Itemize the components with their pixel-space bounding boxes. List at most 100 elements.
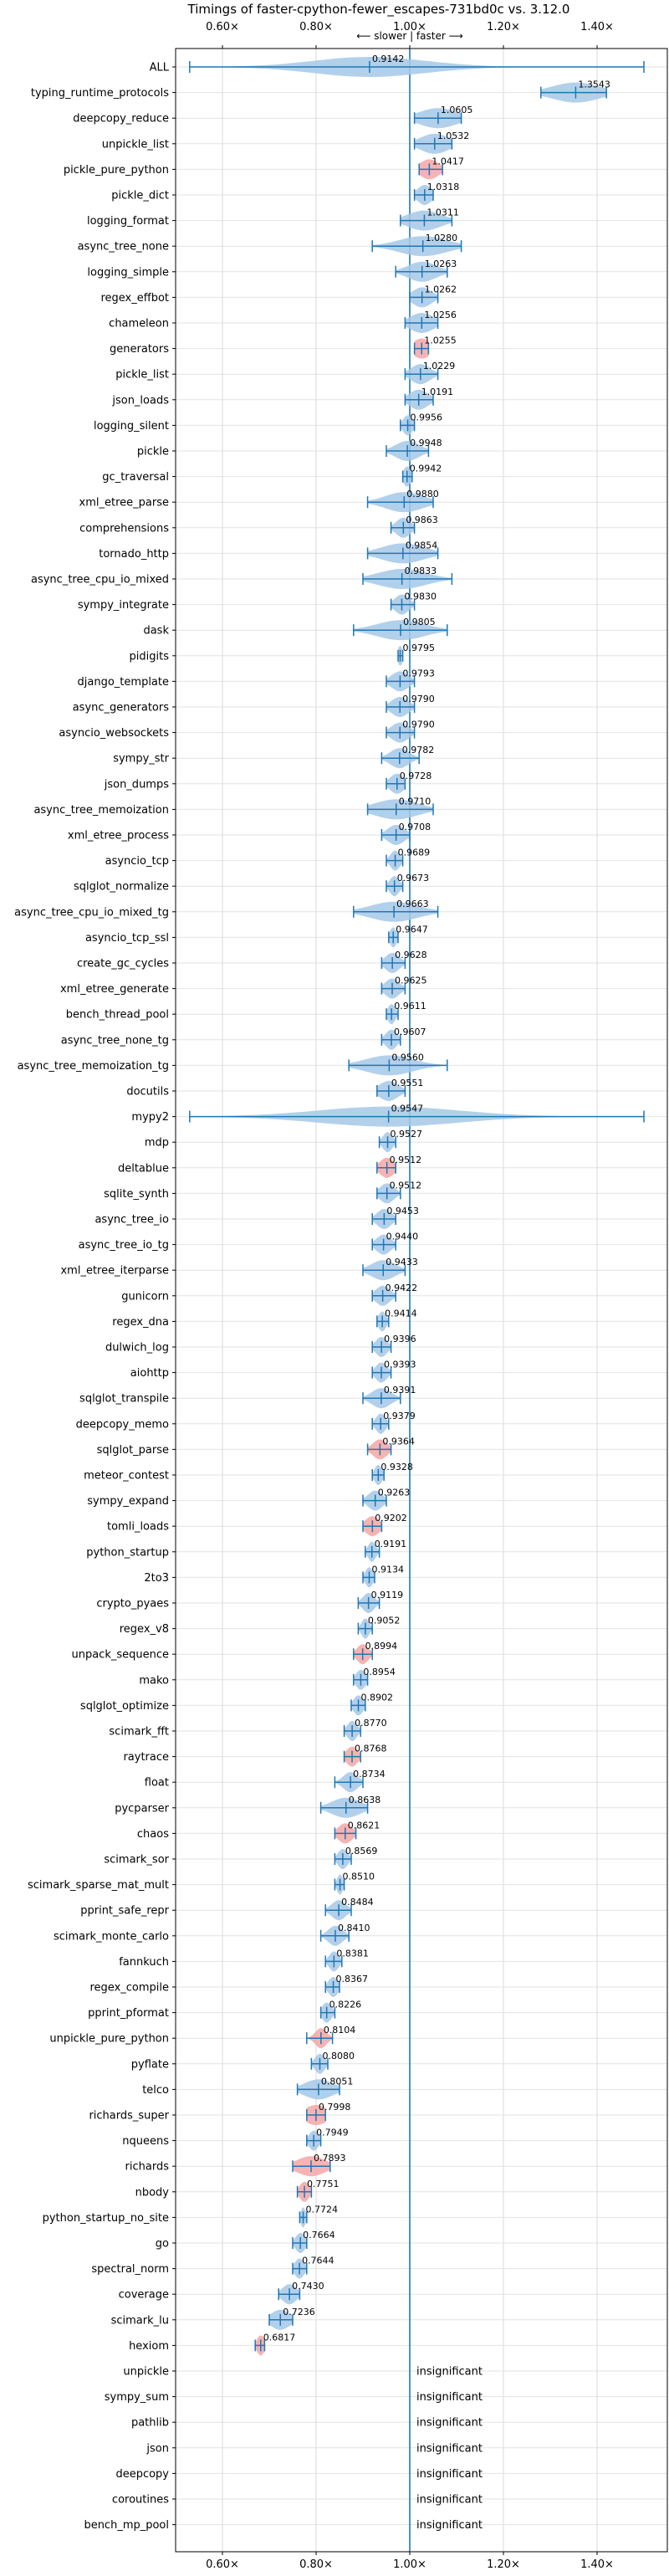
value-label: 0.9710 bbox=[399, 796, 432, 807]
value-label: 0.9663 bbox=[396, 899, 429, 909]
value-label: 0.9790 bbox=[402, 694, 435, 704]
value-label: 0.8367 bbox=[336, 1974, 369, 1984]
benchmark-label: dulwich_log bbox=[105, 1342, 169, 1355]
benchmark-label: spectral_norm bbox=[91, 2263, 169, 2276]
benchmark-label: sqlglot_optimize bbox=[80, 1700, 169, 1713]
benchmark-label: regex_v8 bbox=[120, 1623, 169, 1636]
benchmark-label: django_template bbox=[78, 676, 169, 689]
x-tick-label-bottom: 1.20× bbox=[487, 2558, 520, 2571]
benchmark-label: logging_simple bbox=[87, 266, 169, 279]
value-label: 0.8569 bbox=[345, 1846, 378, 1856]
benchmark-label: pickle bbox=[137, 446, 169, 458]
value-label: 0.8994 bbox=[365, 1641, 398, 1652]
value-label: 0.9647 bbox=[396, 924, 428, 935]
benchmark-label: deepcopy_memo bbox=[76, 1418, 169, 1431]
value-label: 0.9607 bbox=[394, 1027, 426, 1037]
axis-layer: 0.60× 0.60× 0.80× 0.80× 1.00× 1.00× 1.20× 1.20×… bbox=[172, 21, 614, 2571]
benchmark-label: coverage bbox=[119, 2289, 169, 2302]
value-label: 0.7236 bbox=[283, 2307, 315, 2317]
value-label: 1.0532 bbox=[437, 131, 470, 141]
benchmark-label: mdp bbox=[145, 1137, 169, 1150]
benchmark-label: bench_mp_pool bbox=[84, 2519, 169, 2532]
value-label: 0.9948 bbox=[410, 438, 442, 448]
benchmark-label: asyncio_tcp bbox=[105, 855, 169, 868]
value-label: 0.8734 bbox=[353, 1769, 386, 1780]
benchmark-label: sympy_expand bbox=[87, 1495, 169, 1508]
x-tick-label-bottom: 1.40× bbox=[580, 2558, 614, 2571]
benchmark-label: pickle_pure_python bbox=[64, 164, 169, 177]
benchmark-label: scimark_monte_carlo bbox=[54, 1930, 169, 1943]
benchmark-label: unpack_sequence bbox=[71, 1649, 169, 1662]
value-label: 1.3543 bbox=[578, 79, 610, 90]
value-label: 0.9628 bbox=[395, 950, 427, 960]
benchmark-label: bench_thread_pool bbox=[66, 1009, 169, 1022]
value-label: 0.9440 bbox=[386, 1232, 419, 1242]
value-label: 0.7751 bbox=[307, 2179, 340, 2189]
benchmark-label: richards bbox=[125, 2161, 170, 2174]
value-label: 0.8954 bbox=[363, 1667, 396, 1677]
benchmark-label: regex_dna bbox=[112, 1316, 169, 1329]
value-label: 1.0262 bbox=[425, 284, 457, 294]
benchmark-label: meteor_contest bbox=[84, 1470, 169, 1483]
benchmark-label: logging_silent bbox=[94, 420, 169, 433]
value-label: 1.0255 bbox=[424, 335, 457, 346]
insignificant-label: insignificant bbox=[416, 2519, 483, 2532]
benchmark-label: unpickle bbox=[123, 2366, 169, 2379]
insignificant-label: insignificant bbox=[416, 2391, 483, 2404]
benchmark-label: richards_super bbox=[89, 2110, 169, 2123]
value-label: 0.8104 bbox=[324, 2025, 356, 2036]
benchmark-label: async_tree_none bbox=[78, 241, 169, 254]
benchmark-label: chaos bbox=[137, 1828, 169, 1841]
benchmark-label: tomli_loads bbox=[107, 1521, 169, 1534]
value-label: 0.9863 bbox=[406, 515, 438, 525]
value-label: 0.9414 bbox=[385, 1308, 417, 1319]
value-label: 0.9795 bbox=[403, 643, 436, 653]
value-label: 0.7664 bbox=[303, 2230, 335, 2241]
benchmark-label: nqueens bbox=[122, 2135, 169, 2148]
benchmark-label: xml_etree_parse bbox=[79, 497, 169, 510]
benchmark-label: docutils bbox=[126, 1086, 169, 1099]
insignificant-label: insignificant bbox=[416, 2494, 483, 2507]
benchmark-label: mypy2 bbox=[131, 1111, 169, 1124]
value-label: 0.9512 bbox=[390, 1180, 422, 1191]
value-label: 0.8770 bbox=[355, 1718, 387, 1728]
x-tick-label-bottom: 0.80× bbox=[299, 2558, 333, 2571]
benchmark-label: pprint_pformat bbox=[88, 2007, 169, 2020]
value-label: 0.8621 bbox=[348, 1820, 380, 1831]
value-label: 0.9433 bbox=[386, 1257, 418, 1268]
marks-layer bbox=[189, 49, 645, 2552]
x-tick-label-bottom: 1.00× bbox=[393, 2558, 426, 2571]
value-label: 0.9689 bbox=[398, 848, 430, 858]
benchmark-label: json_dumps bbox=[104, 778, 169, 791]
benchmark-label: xml_etree_generate bbox=[60, 983, 169, 996]
benchmark-label: scimark_lu bbox=[111, 2314, 169, 2327]
benchmark-label: regex_compile bbox=[89, 1982, 169, 1995]
x-tick-label-top: 1.20× bbox=[487, 21, 520, 33]
benchmark-label: async_generators bbox=[73, 702, 170, 714]
value-label: 0.8484 bbox=[341, 1897, 374, 1908]
value-label: 0.8768 bbox=[355, 1744, 387, 1754]
value-label: 0.6817 bbox=[263, 2332, 296, 2343]
value-label: 0.9673 bbox=[397, 873, 430, 883]
benchmark-label: sqlglot_normalize bbox=[74, 881, 169, 894]
value-label: 0.9854 bbox=[406, 540, 437, 551]
value-label: 0.9119 bbox=[371, 1590, 404, 1600]
benchmark-label: chameleon bbox=[109, 318, 169, 330]
benchmark-label: deltablue bbox=[118, 1162, 169, 1175]
benchmark-label: sympy_sum bbox=[105, 2391, 169, 2404]
value-label: 1.0256 bbox=[424, 310, 457, 320]
benchmark-label: ALL bbox=[150, 62, 170, 74]
benchmark-label: scimark_fft bbox=[109, 1726, 169, 1739]
benchmark-label: aiohttp bbox=[130, 1367, 169, 1380]
value-label: 0.9191 bbox=[375, 1539, 407, 1549]
value-label: 0.9880 bbox=[406, 489, 439, 499]
value-label: 0.8638 bbox=[349, 1795, 381, 1805]
value-label: 0.9364 bbox=[382, 1436, 415, 1447]
benchmark-label: mako bbox=[139, 1674, 169, 1687]
value-label: 0.9560 bbox=[391, 1052, 424, 1063]
x-tick-label-top: 1.40× bbox=[580, 21, 614, 33]
benchmark-label: python_startup_no_site bbox=[43, 2212, 169, 2225]
insignificant-label: insignificant bbox=[416, 2417, 483, 2430]
value-label: 0.9512 bbox=[390, 1155, 422, 1165]
value-label: 0.9833 bbox=[405, 566, 437, 576]
